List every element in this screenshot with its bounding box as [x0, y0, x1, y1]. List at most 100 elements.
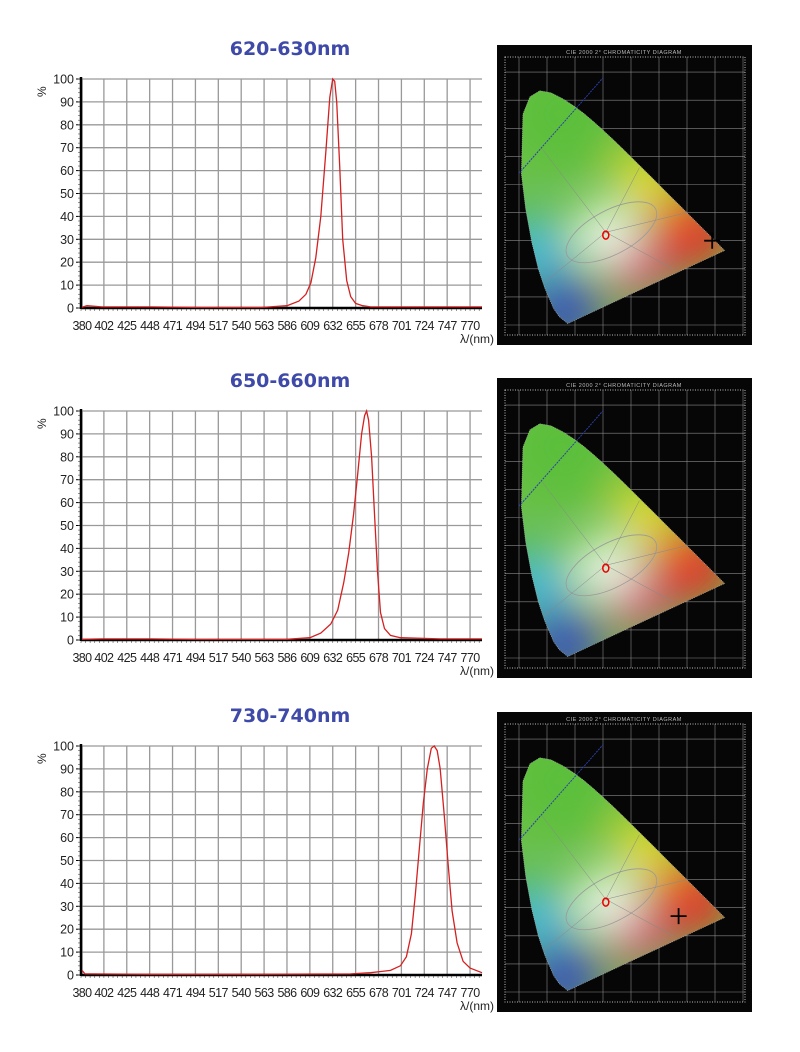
diagram-svg: CIE 2000 2° CHROMATICITY DIAGRAM	[504, 383, 746, 669]
x-tick-label: 632	[323, 986, 343, 1000]
white-point-marker	[602, 563, 610, 573]
y-tick-label: 100	[53, 740, 74, 754]
y-axis-label: %	[35, 753, 49, 764]
orange-region	[646, 858, 683, 895]
diagram-frame	[504, 723, 746, 1003]
spectrum-chart-650-660: 650-660nm 0 10 20 30 40 50 60 70 80 90 100 380 402 42…	[0, 362, 500, 697]
x-tick-label: 632	[323, 319, 343, 333]
y-tick-label: 30	[60, 565, 74, 579]
diagram-frame	[504, 56, 746, 336]
chromaticity-cross-marker	[670, 908, 687, 925]
x-tick-label: 724	[415, 986, 435, 1000]
orange-region	[646, 191, 683, 228]
hue-lines	[541, 147, 688, 284]
spectral-locus	[520, 423, 726, 657]
chromaticity-diagram: CIE 2000 2° CHROMATICITY DIAGRAM	[497, 712, 752, 1012]
x-tick-label: 655	[346, 986, 366, 1000]
x-tick-label: 517	[209, 651, 229, 665]
y-tick-label: 60	[60, 496, 74, 510]
x-tick-label: 747	[438, 651, 458, 665]
color-gamut	[521, 90, 725, 324]
y-tick-label: 70	[60, 473, 74, 487]
y-tick-label: 80	[60, 785, 74, 799]
x-tick-label: 517	[209, 986, 229, 1000]
spectrum-curve	[81, 77, 482, 309]
blue-guide-line	[518, 744, 604, 841]
y-tick-label: 100	[53, 73, 74, 87]
x-tick-label: 540	[232, 651, 252, 665]
y-tick-label: 100	[53, 405, 74, 419]
x-tick-label: 586	[277, 986, 297, 1000]
y-tick-label: 50	[60, 854, 74, 868]
x-tick-label: 471	[163, 651, 183, 665]
y-tick-label: 20	[60, 923, 74, 937]
hue-lines	[541, 480, 688, 617]
spectrum-curve	[81, 408, 482, 641]
spectrum-chart-620-630: 620-630nm 0 10 20 30 40 50 60 70 80 90 100 380 402 42…	[0, 30, 500, 365]
y-tick-label: 60	[60, 164, 74, 178]
x-tick-label: 632	[323, 651, 343, 665]
color-gamut	[521, 423, 725, 657]
chart-title: 730-740nm	[229, 705, 351, 727]
chart-svg: 0 10 20 30 40 50 60 70 80 90 100 380 402 425 448 471 494…	[35, 740, 494, 1014]
diagram-frame	[504, 389, 746, 669]
chart-title: 650-660nm	[229, 370, 351, 392]
y-tick-label: 0	[67, 634, 74, 648]
y-tick-label: 70	[60, 808, 74, 822]
y-tick-label: 40	[60, 210, 74, 224]
chart-svg: 0 10 20 30 40 50 60 70 80 90 100 380 402 425 448 471 494…	[35, 405, 494, 679]
x-tick-label: 747	[438, 319, 458, 333]
y-tick-label: 20	[60, 256, 74, 270]
green-region	[521, 423, 616, 503]
x-tick-label: 540	[232, 319, 252, 333]
x-tick-label: 380	[72, 651, 92, 665]
y-tick-label: 50	[60, 519, 74, 533]
cyan-region	[521, 884, 568, 949]
x-tick-label: 586	[277, 319, 297, 333]
x-tick-label: 471	[163, 986, 183, 1000]
y-tick-label: 40	[60, 542, 74, 556]
x-tick-label: 770	[461, 319, 481, 333]
green-region	[521, 757, 616, 837]
spectral-locus	[520, 90, 726, 324]
chromaticity-cross-marker	[704, 232, 721, 249]
blue-guide-line	[518, 410, 604, 507]
planckian-ellipse	[565, 201, 658, 264]
y-tick-label: 80	[60, 450, 74, 464]
x-tick-label: 402	[94, 319, 114, 333]
y-axis-label: %	[35, 418, 49, 429]
x-tick-label: 494	[186, 986, 206, 1000]
chromaticity-diagram: CIE 2000 2° CHROMATICITY DIAGRAM	[497, 378, 752, 678]
planckian-ellipse	[565, 868, 658, 931]
chromaticity-diagram: CIE 2000 2° CHROMATICITY DIAGRAM	[497, 45, 752, 345]
chart-title: 620-630nm	[229, 38, 351, 60]
x-tick-label: 448	[140, 319, 160, 333]
x-tick-label: 494	[186, 651, 206, 665]
blue-guide-line	[518, 77, 604, 174]
y-tick-label: 90	[60, 427, 74, 441]
x-tick-label: 701	[392, 319, 412, 333]
y-tick-label: 90	[60, 95, 74, 109]
x-tick-label: 448	[140, 651, 160, 665]
x-tick-label: 678	[369, 319, 389, 333]
x-tick-label: 448	[140, 986, 160, 1000]
diagram-title: CIE 2000 2° CHROMATICITY DIAGRAM	[566, 383, 682, 389]
y-tick-label: 90	[60, 762, 74, 776]
x-tick-label: 609	[300, 986, 320, 1000]
x-axis-label: λ/(nm)	[460, 664, 494, 678]
y-tick-label: 40	[60, 877, 74, 891]
x-tick-label: 563	[255, 986, 275, 1000]
x-tick-label: 563	[255, 319, 275, 333]
x-tick-label: 517	[209, 319, 229, 333]
x-tick-label: 540	[232, 986, 252, 1000]
diagram-title: CIE 2000 2° CHROMATICITY DIAGRAM	[566, 50, 682, 56]
x-tick-label: 747	[438, 986, 458, 1000]
y-tick-label: 10	[60, 611, 74, 625]
y-tick-label: 20	[60, 588, 74, 602]
x-tick-label: 655	[346, 319, 366, 333]
x-tick-label: 380	[72, 986, 92, 1000]
x-tick-label: 471	[163, 319, 183, 333]
x-tick-label: 701	[392, 986, 412, 1000]
x-tick-label: 655	[346, 651, 366, 665]
x-tick-label: 402	[94, 651, 114, 665]
